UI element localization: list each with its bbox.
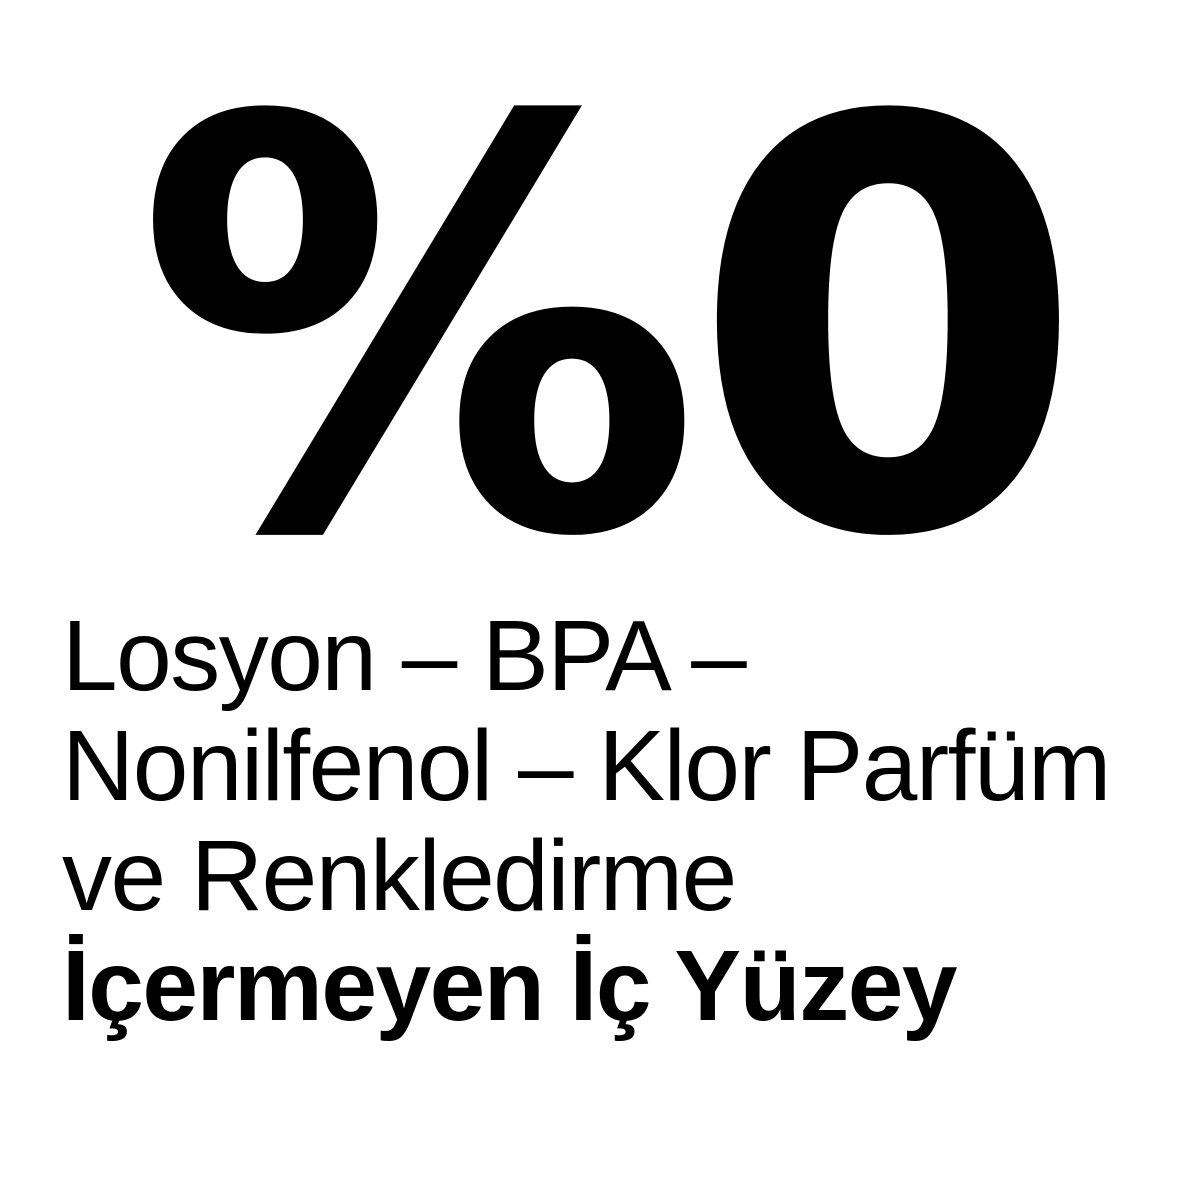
claim-line-emphasis: İçermeyen İç Yüzey [62, 930, 957, 1042]
percent-zero-headline: %0 [135, 5, 1086, 657]
claim-line-1: Losyon – BPA – [62, 600, 747, 712]
claim-line-2: Nonilfenol – Klor Parfüm [62, 710, 1111, 822]
claims-block: Losyon – BPA – Nonilfenol – Klor Parfüm … [62, 600, 1111, 1042]
claim-line-3: ve Renkledirme [62, 820, 737, 932]
